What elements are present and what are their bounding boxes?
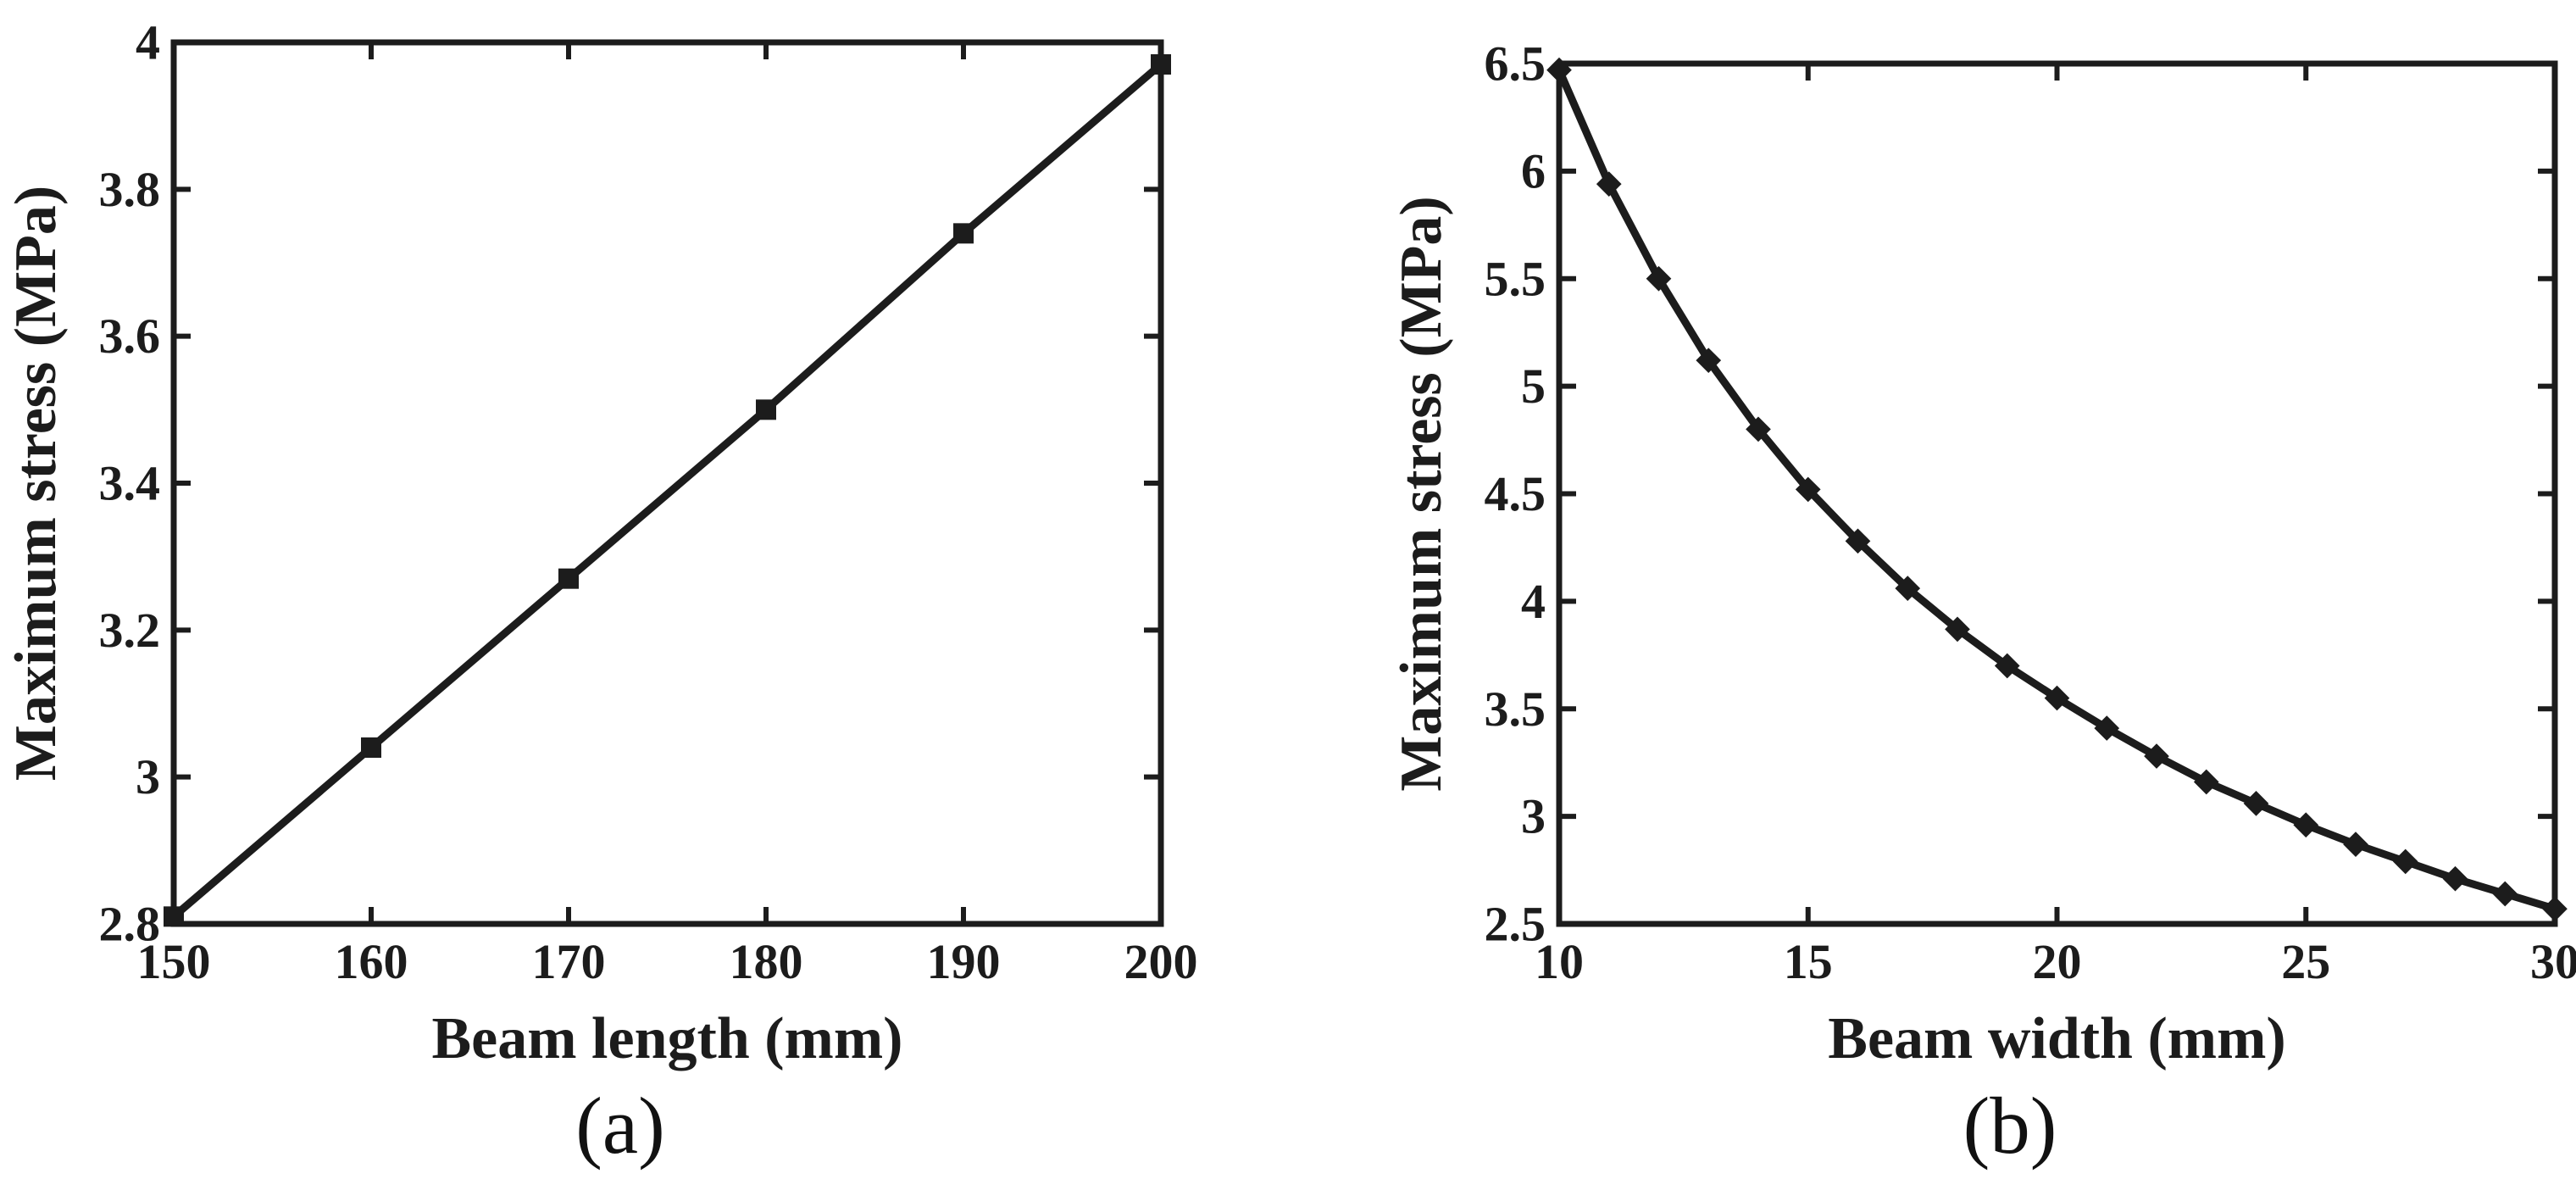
x-tick-label: 30	[2530, 934, 2576, 989]
y-tick-label: 3	[136, 749, 160, 804]
data-point-marker	[1795, 476, 1821, 503]
data-point-marker	[361, 737, 381, 758]
x-tick-label: 190	[927, 934, 1001, 989]
x-tick-label: 10	[1535, 934, 1584, 989]
data-point-marker	[2442, 865, 2468, 892]
data-point-marker	[558, 568, 579, 589]
data-point-marker	[2293, 812, 2319, 838]
x-axis-label: Beam length (mm)	[431, 1006, 902, 1071]
x-tick-label: 160	[335, 934, 408, 989]
y-tick-label: 2.5	[1485, 897, 1546, 952]
data-point-marker	[2243, 791, 2269, 816]
y-tick-label: 5	[1521, 359, 1546, 414]
data-point-marker	[2542, 896, 2568, 922]
data-point-marker	[2193, 769, 2219, 795]
data-point-marker	[2343, 832, 2368, 857]
data-point-marker	[1994, 653, 2020, 679]
data-point-marker	[1746, 416, 1771, 442]
x-tick-label: 180	[730, 934, 803, 989]
data-line	[169, 60, 1165, 921]
x-tick-label: 20	[2033, 934, 2082, 989]
y-tick-label: 4	[1521, 574, 1546, 629]
y-axis-label: Maximum stress (MPa)	[3, 186, 69, 781]
x-axis-label: Beam width (mm)	[1828, 1006, 2285, 1071]
data-point-marker	[1895, 576, 1921, 601]
x-tick-label: 170	[532, 934, 606, 989]
data-point-marker	[1945, 616, 1970, 643]
data-point-marker	[953, 223, 974, 244]
data-line	[1555, 66, 2559, 913]
x-tick-label: 15	[1784, 934, 1833, 989]
chart-panel-b: 10 15 20 25 30 2.5 3 3.5 4 4.5 5 5.5 6 6.5 Beam width …	[1288, 0, 2576, 1196]
chart-b-canvas: 10 15 20 25 30 2.5 3 3.5 4 4.5 5 5.5 6 6.5 Beam width …	[1389, 36, 2576, 1072]
y-tick-label: 6	[1521, 143, 1546, 198]
data-point-marker	[164, 906, 184, 927]
data-point-marker	[756, 399, 776, 420]
y-tick-label: 2.8	[99, 897, 161, 952]
chart-b-caption: (b)	[1963, 1081, 2057, 1171]
chart-panel-a: 150 160 170 180 190 200 2.8 3 3.2 3.4 3.6 3.8 4 Beam …	[3, 15, 1198, 1171]
y-tick-label: 4	[136, 15, 160, 70]
chart-a-caption: (a)	[575, 1081, 665, 1171]
data-point-marker	[2094, 715, 2120, 741]
data-point-marker	[1696, 348, 1722, 374]
y-tick-label: 3.2	[99, 603, 161, 658]
y-tick-label: 3.8	[99, 162, 161, 217]
data-point-marker	[1596, 171, 1622, 197]
data-point-marker	[1646, 265, 1672, 292]
x-tick-label: 200	[1124, 934, 1198, 989]
data-point-marker	[2144, 743, 2169, 769]
data-point-marker	[2044, 685, 2070, 711]
y-tick-label: 5.5	[1485, 251, 1546, 306]
y-tick-label: 3.4	[99, 456, 161, 511]
data-point-marker	[1151, 54, 1171, 75]
y-tick-label: 6.5	[1485, 36, 1546, 92]
y-tick-label: 3	[1521, 789, 1546, 844]
data-point-marker	[1546, 57, 1572, 83]
x-tick-label: 25	[2281, 934, 2330, 989]
y-tick-label: 3.6	[99, 309, 161, 364]
y-axis-label: Maximum stress (MPa)	[1389, 196, 1454, 791]
chart-a-canvas: 150 160 170 180 190 200 2.8 3 3.2 3.4 3.6 3.8 4 Beam …	[3, 15, 1198, 1072]
y-tick-label: 3.5	[1485, 681, 1546, 737]
data-point-marker	[1845, 528, 1871, 554]
data-point-marker	[2492, 881, 2518, 907]
x-tick-label: 150	[137, 934, 211, 989]
data-point-marker	[2392, 848, 2418, 875]
y-tick-label: 4.5	[1485, 466, 1546, 521]
plot-box	[1556, 60, 2558, 927]
